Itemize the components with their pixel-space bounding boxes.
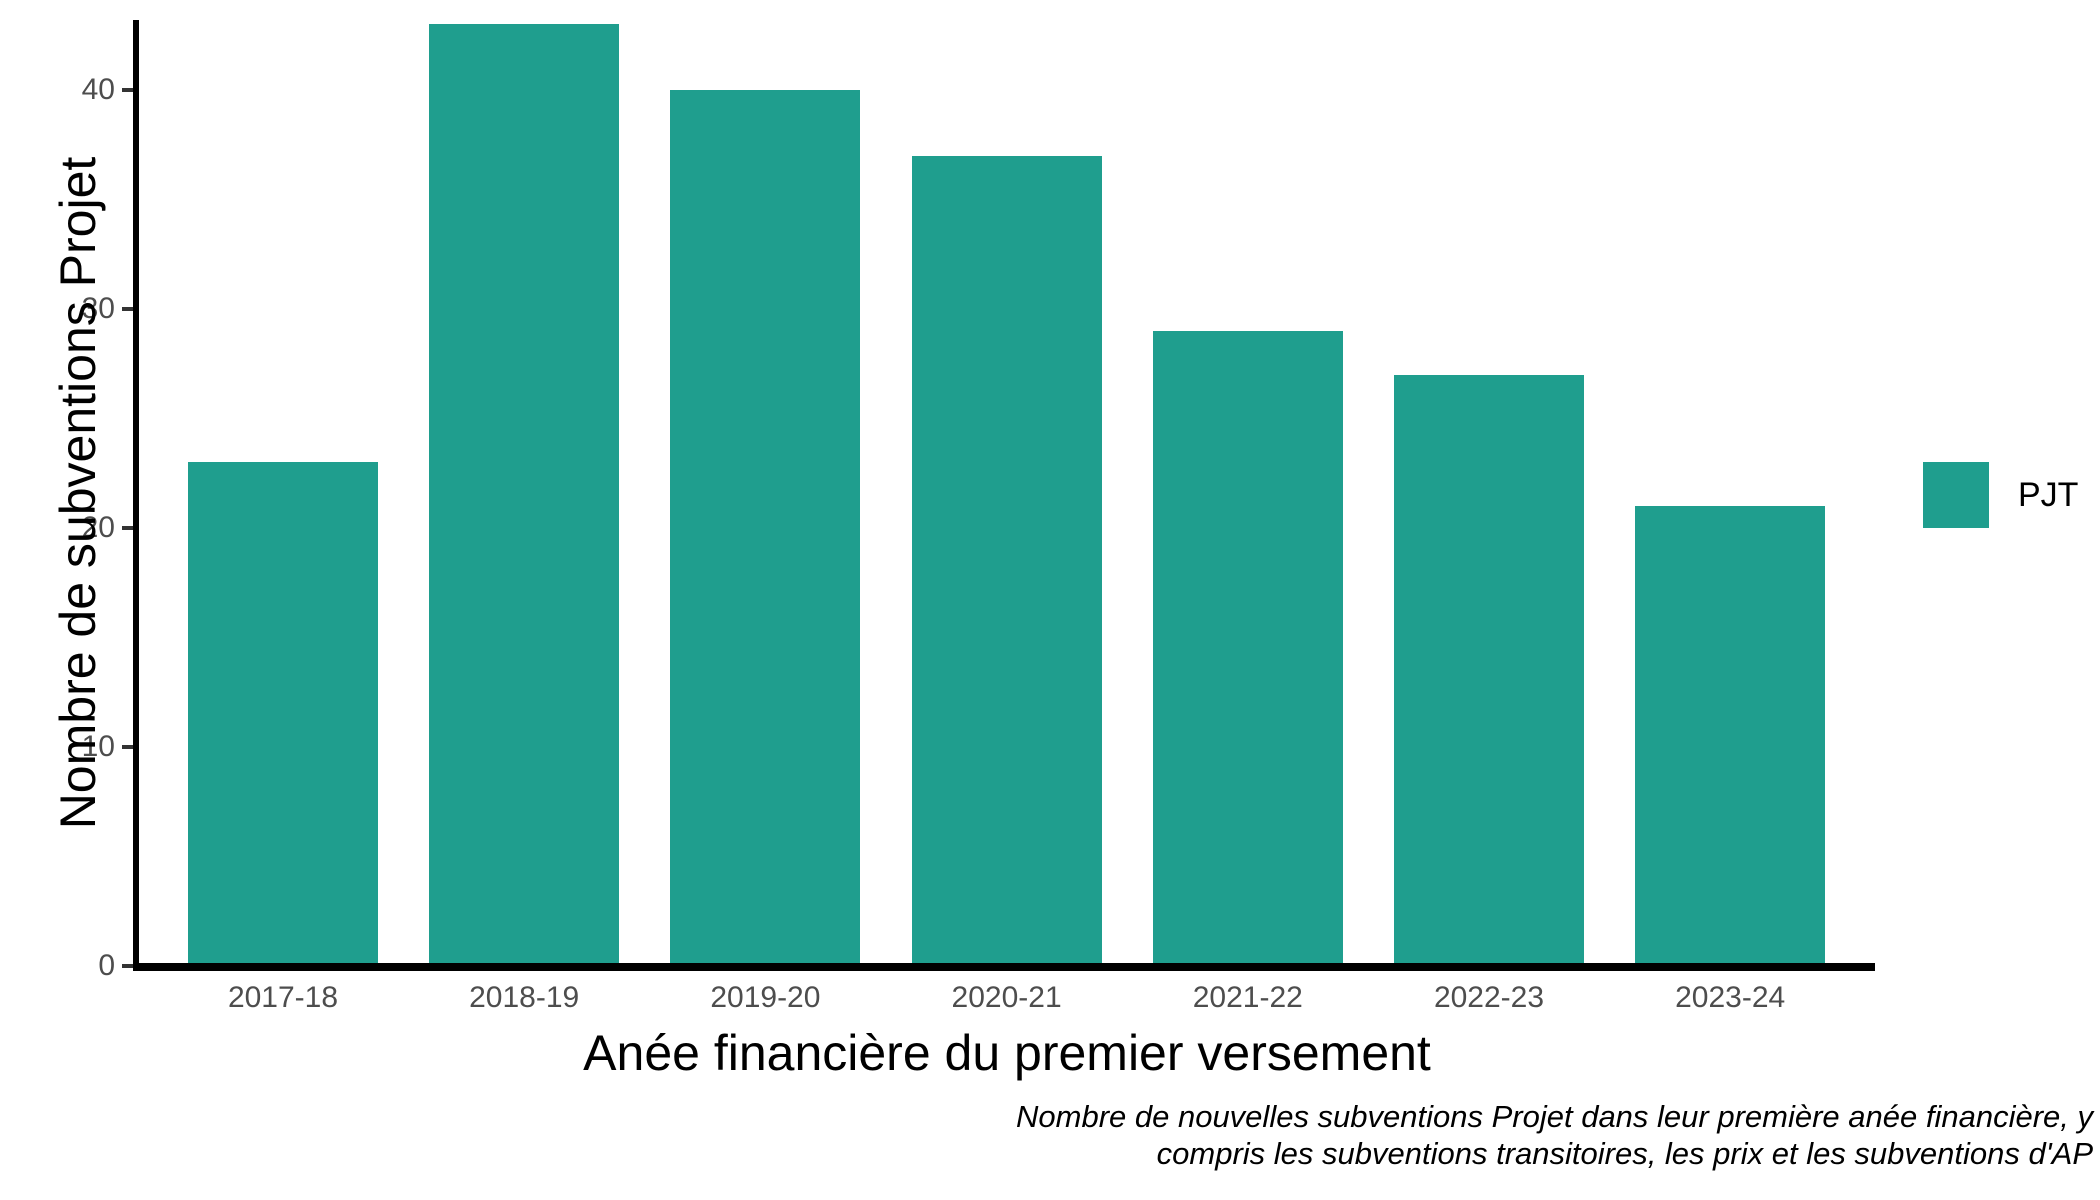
x-tick-label-2019-20: 2019-20	[710, 981, 821, 1014]
y-axis-title: Nombre de subventions Projet	[50, 156, 106, 830]
y-tick-mark-30	[122, 307, 133, 311]
y-tick-mark-40	[122, 88, 133, 92]
x-tick-label-2020-21: 2020-21	[951, 981, 1062, 1014]
x-axis-title: Anée financière du premier versement	[583, 1025, 1431, 1081]
bar-2021-22	[1152, 331, 1343, 970]
bar-2018-19	[429, 24, 620, 970]
caption: Nombre de nouvelles subventions Projet d…	[1016, 1098, 2093, 1172]
y-tick-label-20: 20	[81, 511, 115, 544]
x-tick-label-2017-18: 2017-18	[227, 981, 339, 1014]
y-axis-line	[133, 20, 139, 970]
x-tick-label-2023-24: 2023-24	[1675, 981, 1786, 1014]
legend: PJT	[1923, 462, 2078, 528]
legend-key-swatch	[1923, 462, 1989, 528]
y-tick-mark-20	[122, 526, 133, 530]
bar-2019-20	[670, 90, 861, 970]
y-tick-mark-10	[122, 745, 133, 749]
bar-2017-18	[188, 462, 378, 970]
bar-2022-23	[1394, 375, 1584, 970]
y-tick-label-10: 10	[81, 730, 115, 763]
bar-2020-21	[911, 156, 1102, 970]
x-axis-line	[133, 963, 1875, 971]
x-tick-label-2018-19: 2018-19	[469, 981, 580, 1014]
y-tick-mark-0	[122, 964, 133, 968]
y-tick-label-30: 30	[81, 292, 115, 325]
x-tick-label-2022-23: 2022-23	[1433, 981, 1545, 1014]
caption-line-1: Nombre de nouvelles subventions Projet d…	[1016, 1099, 2093, 1134]
y-tick-label-40: 40	[81, 73, 115, 106]
caption-line-2: compris les subventions transitoires, le…	[1156, 1136, 2093, 1171]
y-tick-label-0: 0	[98, 949, 115, 982]
x-tick-label-2021-22: 2021-22	[1192, 981, 1303, 1014]
bar-2023-24	[1635, 506, 1826, 970]
legend-label: PJT	[2018, 475, 2079, 514]
